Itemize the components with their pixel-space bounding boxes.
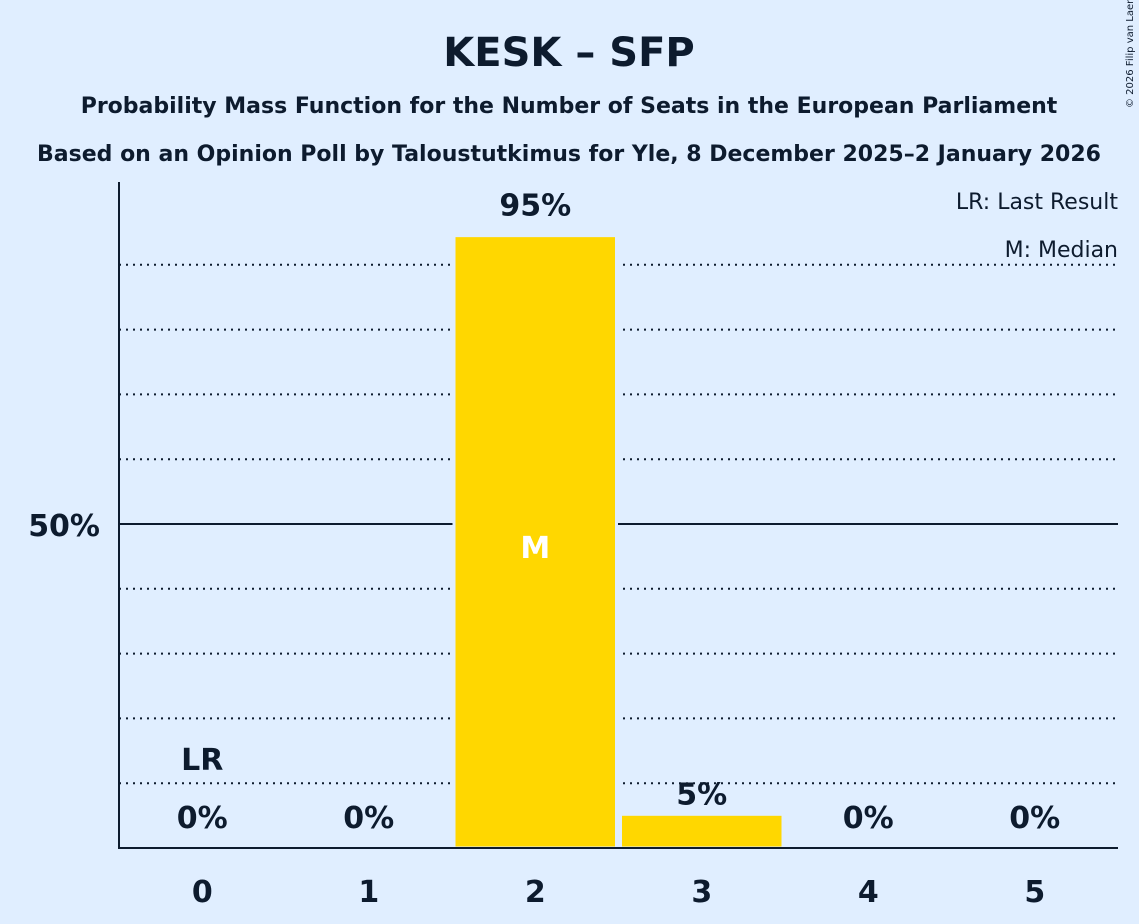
data-label-0: 0% xyxy=(177,801,228,836)
bar-3 xyxy=(619,812,785,850)
x-tick-label-0: 0 xyxy=(192,875,213,910)
data-label-4: 0% xyxy=(843,801,894,836)
legend-median: M: Median xyxy=(1005,238,1118,263)
chart-title: KESK – SFP xyxy=(443,30,694,76)
data-label-5: 0% xyxy=(1009,801,1060,836)
data-label-2: 95% xyxy=(499,189,571,224)
x-tick-label-3: 3 xyxy=(691,875,712,910)
median-marker: M xyxy=(520,531,550,566)
y-tick-label: 50% xyxy=(28,509,100,544)
legend-last-result: LR: Last Result xyxy=(956,190,1118,215)
copyright: © 2026 Filip van Laenen xyxy=(1125,0,1136,108)
x-tick-label-4: 4 xyxy=(858,875,879,910)
data-label-3: 5% xyxy=(676,777,727,812)
chart-subtitle-2: Based on an Opinion Poll by Taloustutkim… xyxy=(37,142,1101,167)
data-label-1: 0% xyxy=(343,801,394,836)
x-tick-label-2: 2 xyxy=(525,875,546,910)
chart-subtitle: Probability Mass Function for the Number… xyxy=(81,94,1058,119)
x-tick-label-5: 5 xyxy=(1024,875,1045,910)
last-result-marker: LR xyxy=(181,743,223,778)
x-tick-label-1: 1 xyxy=(358,875,379,910)
